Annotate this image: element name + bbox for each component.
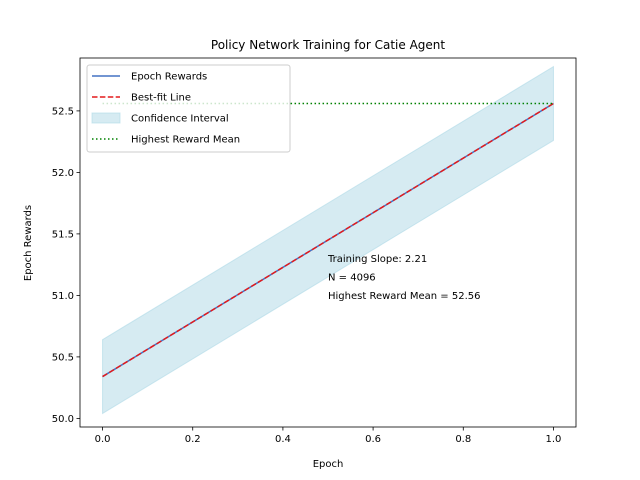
x-axis-label: Epoch [313, 459, 344, 470]
x-tick-label: 0.0 [95, 434, 111, 445]
y-tick-label: 51.5 [52, 229, 74, 240]
x-tick-label: 0.4 [275, 434, 291, 445]
annotation: Training Slope: 2.21 N = 4096 Highest Rewa… [327, 254, 480, 302]
x-tick-label: 0.6 [365, 434, 381, 445]
series-line-1 [102, 102, 554, 378]
annotation-line: N = 4096 [328, 272, 376, 283]
axes-frame [79, 57, 577, 428]
x-tick-label: 1.0 [546, 434, 562, 445]
plot-area [102, 65, 554, 415]
y-axis-label: Epoch Rewards [23, 205, 34, 281]
y-tick-label: 51.0 [52, 291, 74, 302]
y-tick-label: 50.0 [52, 414, 74, 425]
y-tick-label: 52.5 [52, 106, 74, 117]
legend: Epoch Rewards Best-fit Line Confidence Int… [86, 64, 291, 153]
x-tick-label: 0.8 [455, 434, 471, 445]
legend-label: Epoch Rewards [131, 72, 207, 83]
legend-swatch-band [91, 112, 121, 124]
axes: 0.0 0.2 0.4 0.6 0.8 1.0 50.0 50.5 51.0 51.5 52.0 52… [52, 57, 577, 445]
legend-label: Highest Reward Mean [131, 135, 240, 146]
x-tick-label: 0.2 [185, 434, 201, 445]
y-tick-label: 52.0 [52, 168, 74, 179]
annotation-line: Training Slope: 2.21 [327, 254, 427, 265]
legend-frame [86, 64, 291, 153]
annotation-line: Highest Reward Mean = 52.56 [328, 291, 480, 302]
legend-label: Best-fit Line [131, 93, 191, 104]
y-tick-label: 50.5 [52, 352, 74, 363]
legend-label: Confidence Interval [131, 114, 229, 125]
chart-title: Policy Network Training for Catie Agent [211, 38, 446, 52]
